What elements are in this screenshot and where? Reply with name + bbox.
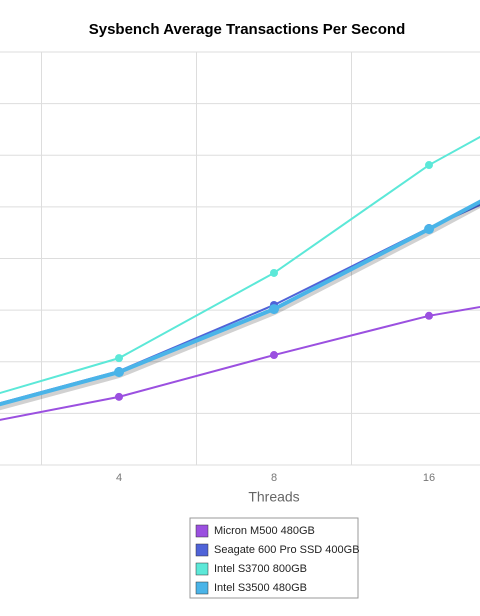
legend-label: Seagate 600 Pro SSD 400GB (214, 544, 360, 556)
legend-swatch (195, 562, 209, 576)
data-point (269, 304, 279, 315)
legend-label: Micron M500 480GB (214, 525, 315, 537)
chart-title: Sysbench Average Transactions Per Second (89, 21, 406, 38)
x-tick-label: 8 (271, 472, 277, 484)
legend: Micron M500 480GB Seagate 600 Pro SSD 400… (195, 524, 360, 595)
legend-swatch (195, 524, 209, 538)
legend-swatch (195, 543, 209, 557)
data-point (270, 268, 278, 277)
x-axis-label: Threads (248, 489, 299, 505)
legend-label: Intel S3500 480GB (214, 582, 307, 594)
x-tick-label: 16 (423, 472, 435, 484)
legend-label: Intel S3700 800GB (214, 563, 307, 575)
grid (0, 51, 480, 466)
data-point (114, 367, 124, 378)
data-point (425, 311, 433, 320)
data-point (270, 351, 278, 360)
legend-box (189, 517, 359, 599)
x-tick-label: 4 (116, 472, 122, 484)
data-point (424, 224, 434, 235)
data-point (425, 161, 433, 170)
data-point (115, 354, 123, 363)
plot-area (0, 135, 480, 421)
series-shadow (0, 201, 480, 411)
data-point (115, 392, 123, 401)
series-line (0, 199, 480, 407)
legend-swatch (195, 581, 209, 595)
series-line (0, 203, 480, 405)
